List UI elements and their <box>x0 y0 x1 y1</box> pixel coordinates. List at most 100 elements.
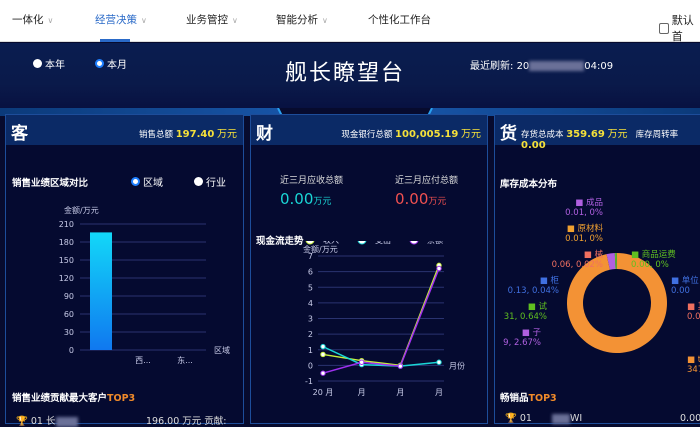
pie-label-name: ■ 原材料 <box>567 223 604 234</box>
x-axis-label: 月份 <box>449 360 465 370</box>
radio-label: 区域 <box>143 174 163 189</box>
pie-label-name: ■ 试 <box>528 301 548 312</box>
pie-label-value: 0.13, 0.04% <box>508 286 559 296</box>
y-tick-label: 0 <box>308 361 313 370</box>
y-tick-label: 90 <box>64 292 74 301</box>
pie-label-name: ■ 械 <box>584 249 604 260</box>
legend-marker <box>410 241 418 244</box>
page-title: 舰长瞭望台 <box>285 55 405 87</box>
radio-label: 本月 <box>107 56 127 71</box>
y-tick-label: 60 <box>64 310 74 319</box>
payable-label: 近三月应付总额 <box>395 173 458 186</box>
x-axis-label: 区域 <box>214 345 230 355</box>
nav-label: 一体化 <box>12 14 44 26</box>
nav-item-decision[interactable]: 经营决策∨ <box>95 12 147 27</box>
pie-label-name: ■ 其 <box>687 302 700 312</box>
chevron-down-icon: ∨ <box>232 16 238 25</box>
finance-panel: 财 现金银行总额 100,005.19 万元 近三月应收总额 0.00万元 近三… <box>250 114 488 424</box>
y-tick-label: 120 <box>59 274 74 283</box>
default-checkbox[interactable]: 默认首 <box>659 12 700 44</box>
top-customer-title: 销售业绩贡献最大客户TOP3 <box>12 390 135 404</box>
legend-marker <box>306 241 314 244</box>
nav-item-control[interactable]: 业务管控 ∨ <box>186 12 238 27</box>
x-tick-label: 东... <box>177 355 193 365</box>
bar <box>90 232 112 350</box>
data-point <box>437 360 441 364</box>
toggle-region[interactable]: 区域 <box>131 174 163 189</box>
x-tick-label: 西... <box>135 356 151 365</box>
x-tick-label: 月 <box>396 388 404 397</box>
pie-label-name: ■ 单位 <box>671 275 699 286</box>
x-tick-label: 20 月 <box>313 388 334 397</box>
legend-label: 余额 <box>427 241 443 245</box>
radio-icon <box>194 177 203 186</box>
y-tick-label: 30 <box>64 328 74 337</box>
cash-total: 现金银行总额 100,005.19 万元 <box>341 125 481 140</box>
nav-item-workbench[interactable]: 个性化工作台 <box>368 12 431 27</box>
panel-char: 客 <box>11 119 28 144</box>
data-point <box>321 371 325 375</box>
y-tick-label: 150 <box>59 256 74 265</box>
nav-item-integration[interactable]: 一体化 ∨ <box>12 12 53 27</box>
y-tick-label: 4 <box>308 299 313 308</box>
top-goods-title: 畅销品TOP3 <box>500 390 557 404</box>
toggle-industry[interactable]: 行业 <box>194 174 226 189</box>
legend-marker <box>358 241 366 244</box>
y-axis-label: 金额/万元 <box>64 205 99 215</box>
y-tick-label: 2 <box>308 330 313 339</box>
top-nav: 一体化 ∨ 经营决策∨ 业务管控 ∨ 智能分析∨ 个性化工作台 默认首 <box>0 0 700 42</box>
pie-label-value: 0.06, 0.02% <box>552 260 603 270</box>
y-tick-label: -1 <box>305 377 313 386</box>
radio-year[interactable]: 本年 <box>33 56 65 71</box>
radio-label: 本年 <box>45 56 65 71</box>
series-line <box>323 265 439 365</box>
chevron-down-icon: ∨ <box>48 16 54 25</box>
data-point <box>437 266 441 270</box>
x-tick-label: 月 <box>435 388 443 397</box>
nav-label: 智能分析 <box>276 14 318 26</box>
trophy-icon: 🏆 <box>505 413 517 424</box>
pie-label-name: ■ 柜 <box>540 275 560 286</box>
pie-label-name: ■ 子 <box>522 328 542 338</box>
pie-label-value: 31, 0.64% <box>504 312 547 322</box>
pie-label-name: ■ t <box>687 355 700 365</box>
receivable-label: 近三月应收总额 <box>280 173 343 186</box>
receivable-value: 0.00万元 <box>280 190 331 208</box>
trophy-icon: 🏆 <box>16 416 28 427</box>
pie-label-value: 9, 2.67% <box>503 338 541 348</box>
pie-label-value: 0.00, 0% <box>631 260 669 270</box>
y-tick-label: 210 <box>59 220 74 229</box>
radio-selected-icon <box>95 59 104 68</box>
nav-item-analysis[interactable]: 智能分析∨ <box>276 12 328 27</box>
payable-value: 0.00万元 <box>395 190 446 208</box>
panel-char: 财 <box>256 119 273 144</box>
y-tick-label: 180 <box>59 238 74 247</box>
active-tab-indicator <box>100 39 130 42</box>
pie-label-value: 0.01, 0% <box>565 208 603 218</box>
y-tick-label: 6 <box>308 268 313 277</box>
data-point <box>321 352 325 356</box>
pie-label-name: ■ 商品运费 <box>631 249 676 260</box>
panel-char: 货 <box>500 119 517 144</box>
pie-label-value: 347.5 <box>687 365 700 375</box>
nav-label: 业务管控 <box>186 14 228 26</box>
pie-label-value: 0.00 <box>687 312 700 322</box>
checkbox-label: 默认首 <box>672 12 700 44</box>
legend-label: 支出 <box>375 241 391 245</box>
radio-icon <box>33 59 42 68</box>
radio-month[interactable]: 本月 <box>95 56 127 71</box>
goods-panel: 货 存货总成本 359.69 万元 库存周转率 0.00 库存成本分布 ■ 成品… <box>494 114 700 424</box>
section-title: 销售业绩区域对比 <box>12 175 88 189</box>
pie-label-value: 0.01, 0% <box>565 234 603 244</box>
y-tick-label: 7 <box>308 252 313 261</box>
data-point <box>321 344 325 348</box>
checkbox-icon <box>659 23 669 34</box>
sales-total: 销售总额 197.40 万元 <box>139 125 237 140</box>
y-tick-label: 1 <box>308 346 313 355</box>
data-point <box>398 364 402 368</box>
